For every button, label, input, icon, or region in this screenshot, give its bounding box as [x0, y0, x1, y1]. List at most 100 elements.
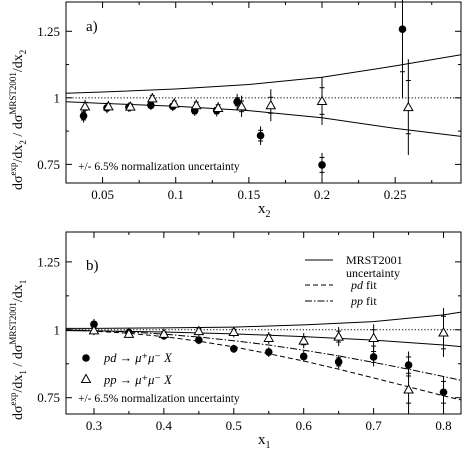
- pp-data-point: [298, 333, 310, 349]
- pd-data-point: [334, 355, 343, 369]
- x-tick-label: 0.8: [435, 418, 451, 433]
- band-lower-curve: [65, 101, 462, 137]
- filled-circle-marker: [233, 98, 241, 106]
- pp-data-point: [368, 324, 379, 352]
- legend-pp-marker: [80, 373, 92, 383]
- pd-data-point: [195, 336, 203, 345]
- panel-a-frame: [65, 1, 462, 184]
- pd-data-point: [264, 347, 273, 357]
- panel-a-axes: 0.05 0.1 0.15 0.2 0.25 0.75 1 1.25: [37, 2, 461, 202]
- pp-data-point: [228, 326, 240, 338]
- panel-a-annotation: +/- 6.5% normalization uncertainty: [78, 161, 240, 173]
- x-tick-label: 0.1: [168, 187, 184, 202]
- panel-a-xlabel: x2: [258, 201, 271, 220]
- panel-b: 0.3 0.4 0.5 0.6 0.7 0.8 0.75 1 1.25 b) +/- 6.5% …: [8, 231, 462, 451]
- pp-data-point: [333, 327, 345, 347]
- pd-data-point: [256, 126, 265, 145]
- panel-b-data: [88, 308, 449, 412]
- pp-data-point: [88, 324, 100, 336]
- filled-circle-marker: [369, 353, 378, 361]
- panel-b-axes: 0.3 0.4 0.5 0.6 0.7 0.8 0.75 1 1.25: [37, 232, 461, 433]
- open-triangle-marker: [158, 328, 170, 338]
- band-upper-curve: [65, 54, 462, 94]
- legend-pd-fit-label: pd fit: [350, 278, 377, 292]
- open-triangle-marker: [193, 325, 205, 336]
- filled-circle-marker: [147, 101, 155, 110]
- pp-data-point: [212, 102, 224, 114]
- pp-data-point: [265, 89, 277, 122]
- filled-circle-marker: [439, 388, 448, 397]
- x-tick-label: 0.2: [314, 187, 330, 202]
- open-triangle-marker: [265, 99, 277, 110]
- open-triangle-marker: [190, 99, 202, 110]
- pd-data-point: [79, 109, 88, 123]
- y-tick-label: 1: [54, 322, 61, 337]
- filled-circle-marker: [256, 131, 265, 140]
- pp-data-point: [316, 77, 328, 125]
- pp-data-point: [168, 98, 180, 110]
- legend-pd-marker: [82, 354, 90, 362]
- panel-a-data: [79, 0, 414, 177]
- open-triangle-marker: [228, 326, 240, 336]
- filled-circle-marker: [195, 336, 203, 344]
- panel-b-label: b): [86, 258, 99, 274]
- panel-b-xlabel: x1: [258, 432, 271, 451]
- open-triangle-marker: [168, 98, 180, 108]
- pp-data-point: [438, 308, 449, 357]
- legend-pp-fit-label: pp fit: [350, 294, 377, 308]
- open-triangle-marker: [123, 328, 135, 338]
- pd-data-point: [229, 344, 238, 353]
- pp-data-point: [236, 95, 247, 117]
- x-tick-label: 0.25: [384, 187, 407, 202]
- legend: MRST2001 uncertainty pd fit pp fit pd → …: [80, 253, 403, 387]
- filled-circle-marker: [90, 320, 98, 329]
- pp-data-point: [403, 367, 414, 412]
- pp-data-point: [125, 101, 136, 112]
- open-triangle-marker: [88, 324, 100, 335]
- pp-data-point: [103, 100, 114, 112]
- panel-b-frame: [65, 231, 462, 415]
- pp-data-point: [190, 99, 202, 112]
- open-triangle-marker: [298, 335, 310, 345]
- panel-a: 0.05 0.1 0.15 0.2 0.25 0.75 1 1.25 a) +/- 6.5% …: [8, 0, 462, 220]
- y-tick-label: 1.25: [37, 254, 60, 269]
- x-tick-label: 0.05: [91, 187, 114, 202]
- y-tick-label: 0.75: [37, 157, 60, 172]
- open-triangle-marker: [403, 384, 414, 394]
- filled-circle-marker: [264, 348, 273, 356]
- x-tick-label: 0.15: [237, 187, 260, 202]
- filled-circle-marker: [404, 361, 413, 369]
- pp-data-point: [402, 59, 414, 156]
- open-triangle-marker: [316, 95, 328, 106]
- y-tick-label: 1.25: [37, 24, 60, 39]
- panel-a-uncertainty-band: [65, 54, 462, 137]
- open-triangle-marker: [402, 101, 414, 112]
- pp-data-point: [263, 331, 275, 344]
- filled-circle-marker: [79, 112, 88, 120]
- open-triangle-marker: [103, 100, 114, 111]
- pp-data-point: [193, 325, 205, 337]
- open-triangle-marker: [125, 101, 136, 111]
- open-triangle-marker: [79, 100, 91, 111]
- filled-circle-marker: [318, 161, 326, 169]
- open-triangle-marker: [236, 100, 247, 111]
- x-tick-label: 0.6: [296, 418, 313, 433]
- legend-pd-reaction: pd → μ⁺μ⁻ X: [103, 351, 173, 365]
- filled-circle-marker: [398, 25, 407, 33]
- open-triangle-marker: [146, 92, 158, 103]
- pp-data-point: [158, 328, 170, 338]
- pd-data-point: [398, 0, 407, 99]
- x-tick-label: 0.4: [156, 418, 173, 433]
- pp-data-point: [146, 92, 158, 104]
- legend-pp-reaction: pp → μ⁺μ⁻ X: [103, 373, 173, 387]
- y-tick-label: 1: [54, 90, 61, 105]
- x-tick-label: 0.5: [226, 418, 242, 433]
- legend-band-label-1: MRST2001: [346, 253, 403, 267]
- pp-data-point: [79, 99, 91, 113]
- panel-a-label: a): [86, 19, 98, 35]
- pd-data-point: [299, 350, 308, 362]
- open-triangle-marker: [212, 102, 224, 112]
- panel-b-annotation: +/- 6.5% normalization uncertainty: [78, 393, 240, 405]
- pd-data-point: [439, 375, 448, 409]
